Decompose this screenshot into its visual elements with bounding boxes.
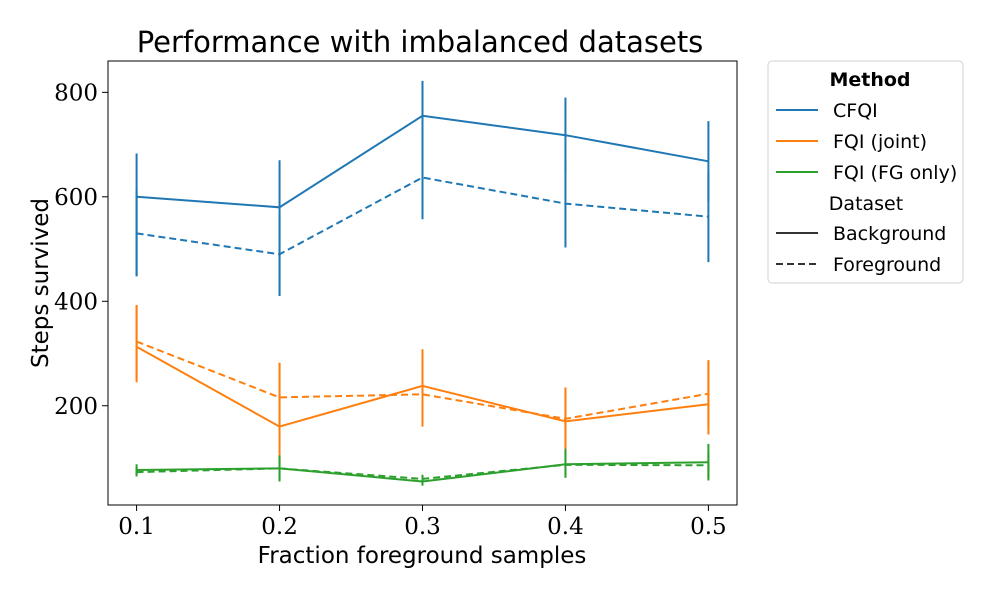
series-line-cfqi-background bbox=[136, 114, 709, 209]
legend: Method CFQI FQI (joint) FQI (FG only) Data… bbox=[767, 60, 964, 284]
x-tick-label: 0.5 bbox=[690, 514, 727, 540]
legend-label-fqi-fg-only: FQI (FG only) bbox=[833, 162, 957, 184]
y-tick-label: 400 bbox=[54, 289, 98, 315]
x-tick-label: 0.3 bbox=[404, 514, 441, 540]
legend-label-background: Background bbox=[833, 223, 946, 245]
legend-label-foreground: Foreground bbox=[833, 254, 941, 276]
x-tick-label: 0.1 bbox=[118, 514, 155, 540]
legend-method-header: Method bbox=[829, 69, 910, 91]
y-tick-label: 800 bbox=[54, 80, 98, 106]
legend-label-fqi-joint: FQI (joint) bbox=[833, 131, 927, 153]
legend-label-cfqi: CFQI bbox=[833, 100, 878, 122]
x-axis-ticks: 0.1 0.2 0.3 0.4 0.5 bbox=[118, 505, 727, 540]
chart-title: Performance with imbalanced datasets bbox=[137, 25, 704, 59]
series-fqi-fg-only-foreground bbox=[135, 452, 710, 484]
series-cfqi-foreground bbox=[135, 136, 710, 297]
x-tick-label: 0.2 bbox=[261, 514, 298, 540]
y-tick-label: 200 bbox=[54, 394, 98, 420]
x-tick-label: 0.4 bbox=[547, 514, 584, 540]
series-line-cfqi-foreground bbox=[136, 176, 709, 256]
y-tick-label: 600 bbox=[54, 185, 98, 211]
x-axis-label: Fraction foreground samples bbox=[258, 543, 587, 569]
y-axis-ticks: 200 400 600 800 bbox=[54, 80, 108, 420]
series-line-fqi-fg-only-foreground bbox=[136, 463, 709, 480]
series-line-fqi-joint-foreground bbox=[136, 340, 709, 420]
y-axis-label: Steps survived bbox=[28, 198, 54, 368]
plot-marks bbox=[135, 80, 710, 486]
legend-frame bbox=[767, 60, 964, 284]
legend-dataset-header: Dataset bbox=[829, 193, 903, 215]
series-fqi-joint-foreground bbox=[135, 304, 710, 448]
